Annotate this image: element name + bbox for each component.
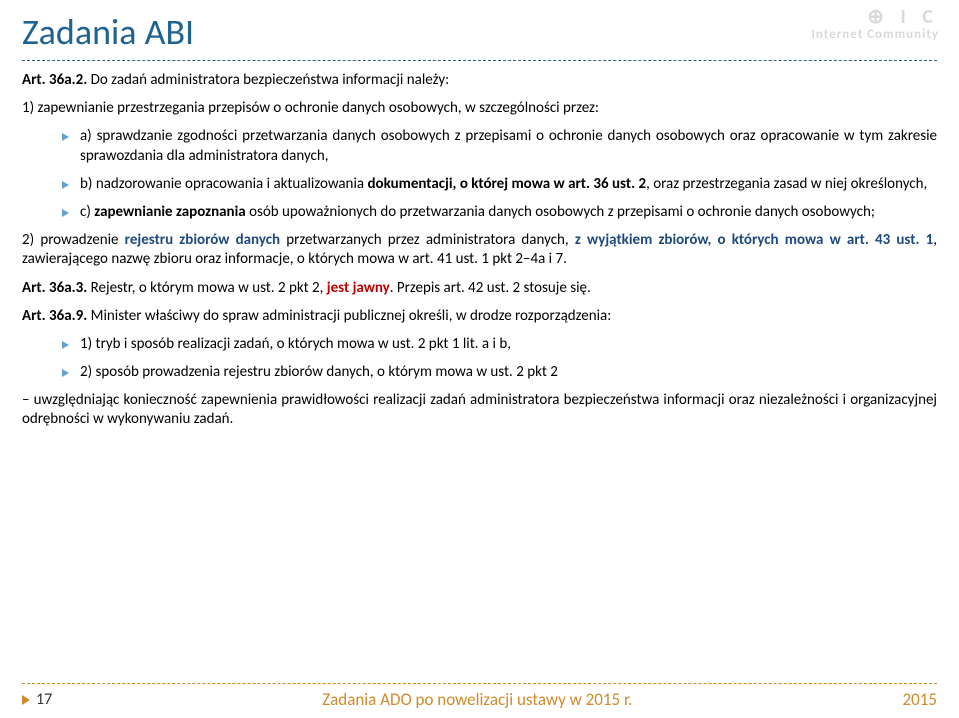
sub-c-bold: zapewnianie zapoznania: [94, 203, 245, 221]
art3-red: jest jawny: [327, 279, 390, 297]
intro-para: Art. 36a.2. Do zadań administratora bezp…: [22, 71, 937, 90]
art9-para: Art. 36a.9. Minister właściwy do spraw a…: [22, 307, 937, 326]
art3-ref: Art. 36a.3.: [22, 279, 87, 297]
slide-page: ⊕ I C Internet Community Zadania ABI Art…: [0, 0, 959, 718]
intro-text: Do zadań administratora bezpieczeństwa i…: [87, 71, 449, 89]
art3-mid1: Rejestr, o którym mowa w ust. 2 pkt 2,: [87, 279, 327, 297]
watermark-line2: Internet Community: [811, 28, 939, 42]
body-text: Art. 36a.2. Do zadań administratora bezp…: [22, 71, 937, 430]
sub-c-post: osób upoważnionych do przetwarzania dany…: [246, 203, 875, 221]
sub-list-2: 1) tryb i sposób realizacji zadań, o któ…: [22, 335, 937, 382]
footer-center: Zadania ADO po nowelizacji ustawy w 2015…: [52, 689, 902, 710]
art9-item1: 1) tryb i sposób realizacji zadań, o któ…: [62, 335, 937, 354]
page-number: 17: [36, 690, 52, 709]
art9-ref: Art. 36a.9.: [22, 307, 87, 325]
sub-c: c) zapewnianie zapoznania osób upoważnio…: [62, 203, 937, 222]
title-divider: [22, 60, 937, 61]
point2-blue2: z wyjątkiem zbiorów, o których mowa w ar…: [575, 231, 933, 249]
sub-c-pre: c): [80, 203, 94, 221]
point2-blue1: rejestru zbiorów danych: [125, 231, 280, 249]
sub-b: b) nadzorowanie opracowania i aktualizow…: [62, 175, 937, 194]
sub-list-1: a) sprawdzanie zgodności przetwarzania d…: [22, 127, 937, 222]
article-ref: Art. 36a.2.: [22, 71, 87, 89]
art3-mid2: . Przepis art. 42 ust. 2 stosuje się.: [390, 279, 591, 297]
sub-b-post: , oraz przestrzegania zasad w niej okreś…: [646, 175, 927, 193]
page-title: Zadania ABI: [22, 10, 937, 54]
closing-para: – uwzględniając konieczność zapewnienia …: [22, 391, 937, 429]
page-number-chip: 17: [22, 690, 52, 709]
art9-text: Minister właściwy do spraw administracji…: [87, 307, 611, 325]
watermark-line1: ⊕ I C: [811, 6, 939, 28]
art3-para: Art. 36a.3. Rejestr, o którym mowa w ust…: [22, 279, 937, 298]
sub-b-bold: dokumentacji, o której mowa w art. 36 us…: [367, 175, 646, 193]
point2: 2) prowadzenie rejestru zbiorów danych p…: [22, 231, 937, 269]
art9-item2: 2) sposób prowadzenia rejestru zbiorów d…: [62, 363, 937, 382]
footer: 17 Zadania ADO po nowelizacji ustawy w 2…: [22, 689, 937, 710]
sub-a: a) sprawdzanie zgodności przetwarzania d…: [62, 127, 937, 165]
footer-divider: [22, 683, 937, 684]
point2-mid1: przetwarzanych przez administratora dany…: [280, 231, 575, 249]
sub-b-pre: b) nadzorowanie opracowania i aktualizow…: [80, 175, 367, 193]
watermark-logo: ⊕ I C Internet Community: [811, 6, 939, 42]
footer-right: 2015: [903, 689, 937, 710]
point1-lead: 1) zapewnianie przestrzegania przepisów …: [22, 99, 937, 118]
point2-pre: 2) prowadzenie: [22, 231, 125, 249]
